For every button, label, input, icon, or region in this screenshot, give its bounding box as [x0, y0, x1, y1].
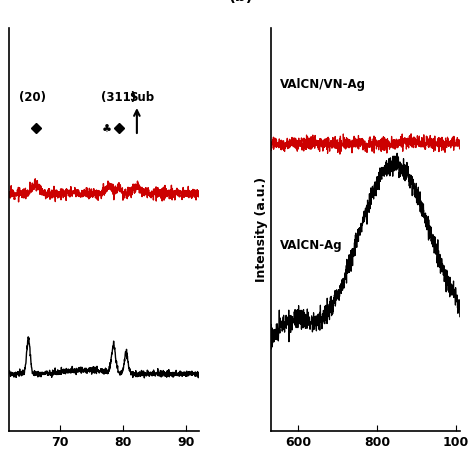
Text: VAlCN/VN-Ag: VAlCN/VN-Ag: [281, 78, 366, 91]
Text: (b): (b): [229, 0, 254, 4]
Text: Sub: Sub: [129, 91, 155, 104]
Text: (20): (20): [19, 91, 46, 104]
Y-axis label: Intensity (a.u.): Intensity (a.u.): [255, 177, 268, 283]
Text: ♣: ♣: [102, 125, 112, 135]
Text: VAlCN-Ag: VAlCN-Ag: [281, 239, 343, 252]
Text: (311): (311): [101, 91, 136, 104]
